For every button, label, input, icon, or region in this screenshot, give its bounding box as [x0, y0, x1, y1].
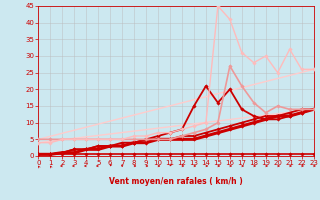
X-axis label: Vent moyen/en rafales ( km/h ): Vent moyen/en rafales ( km/h )	[109, 177, 243, 186]
